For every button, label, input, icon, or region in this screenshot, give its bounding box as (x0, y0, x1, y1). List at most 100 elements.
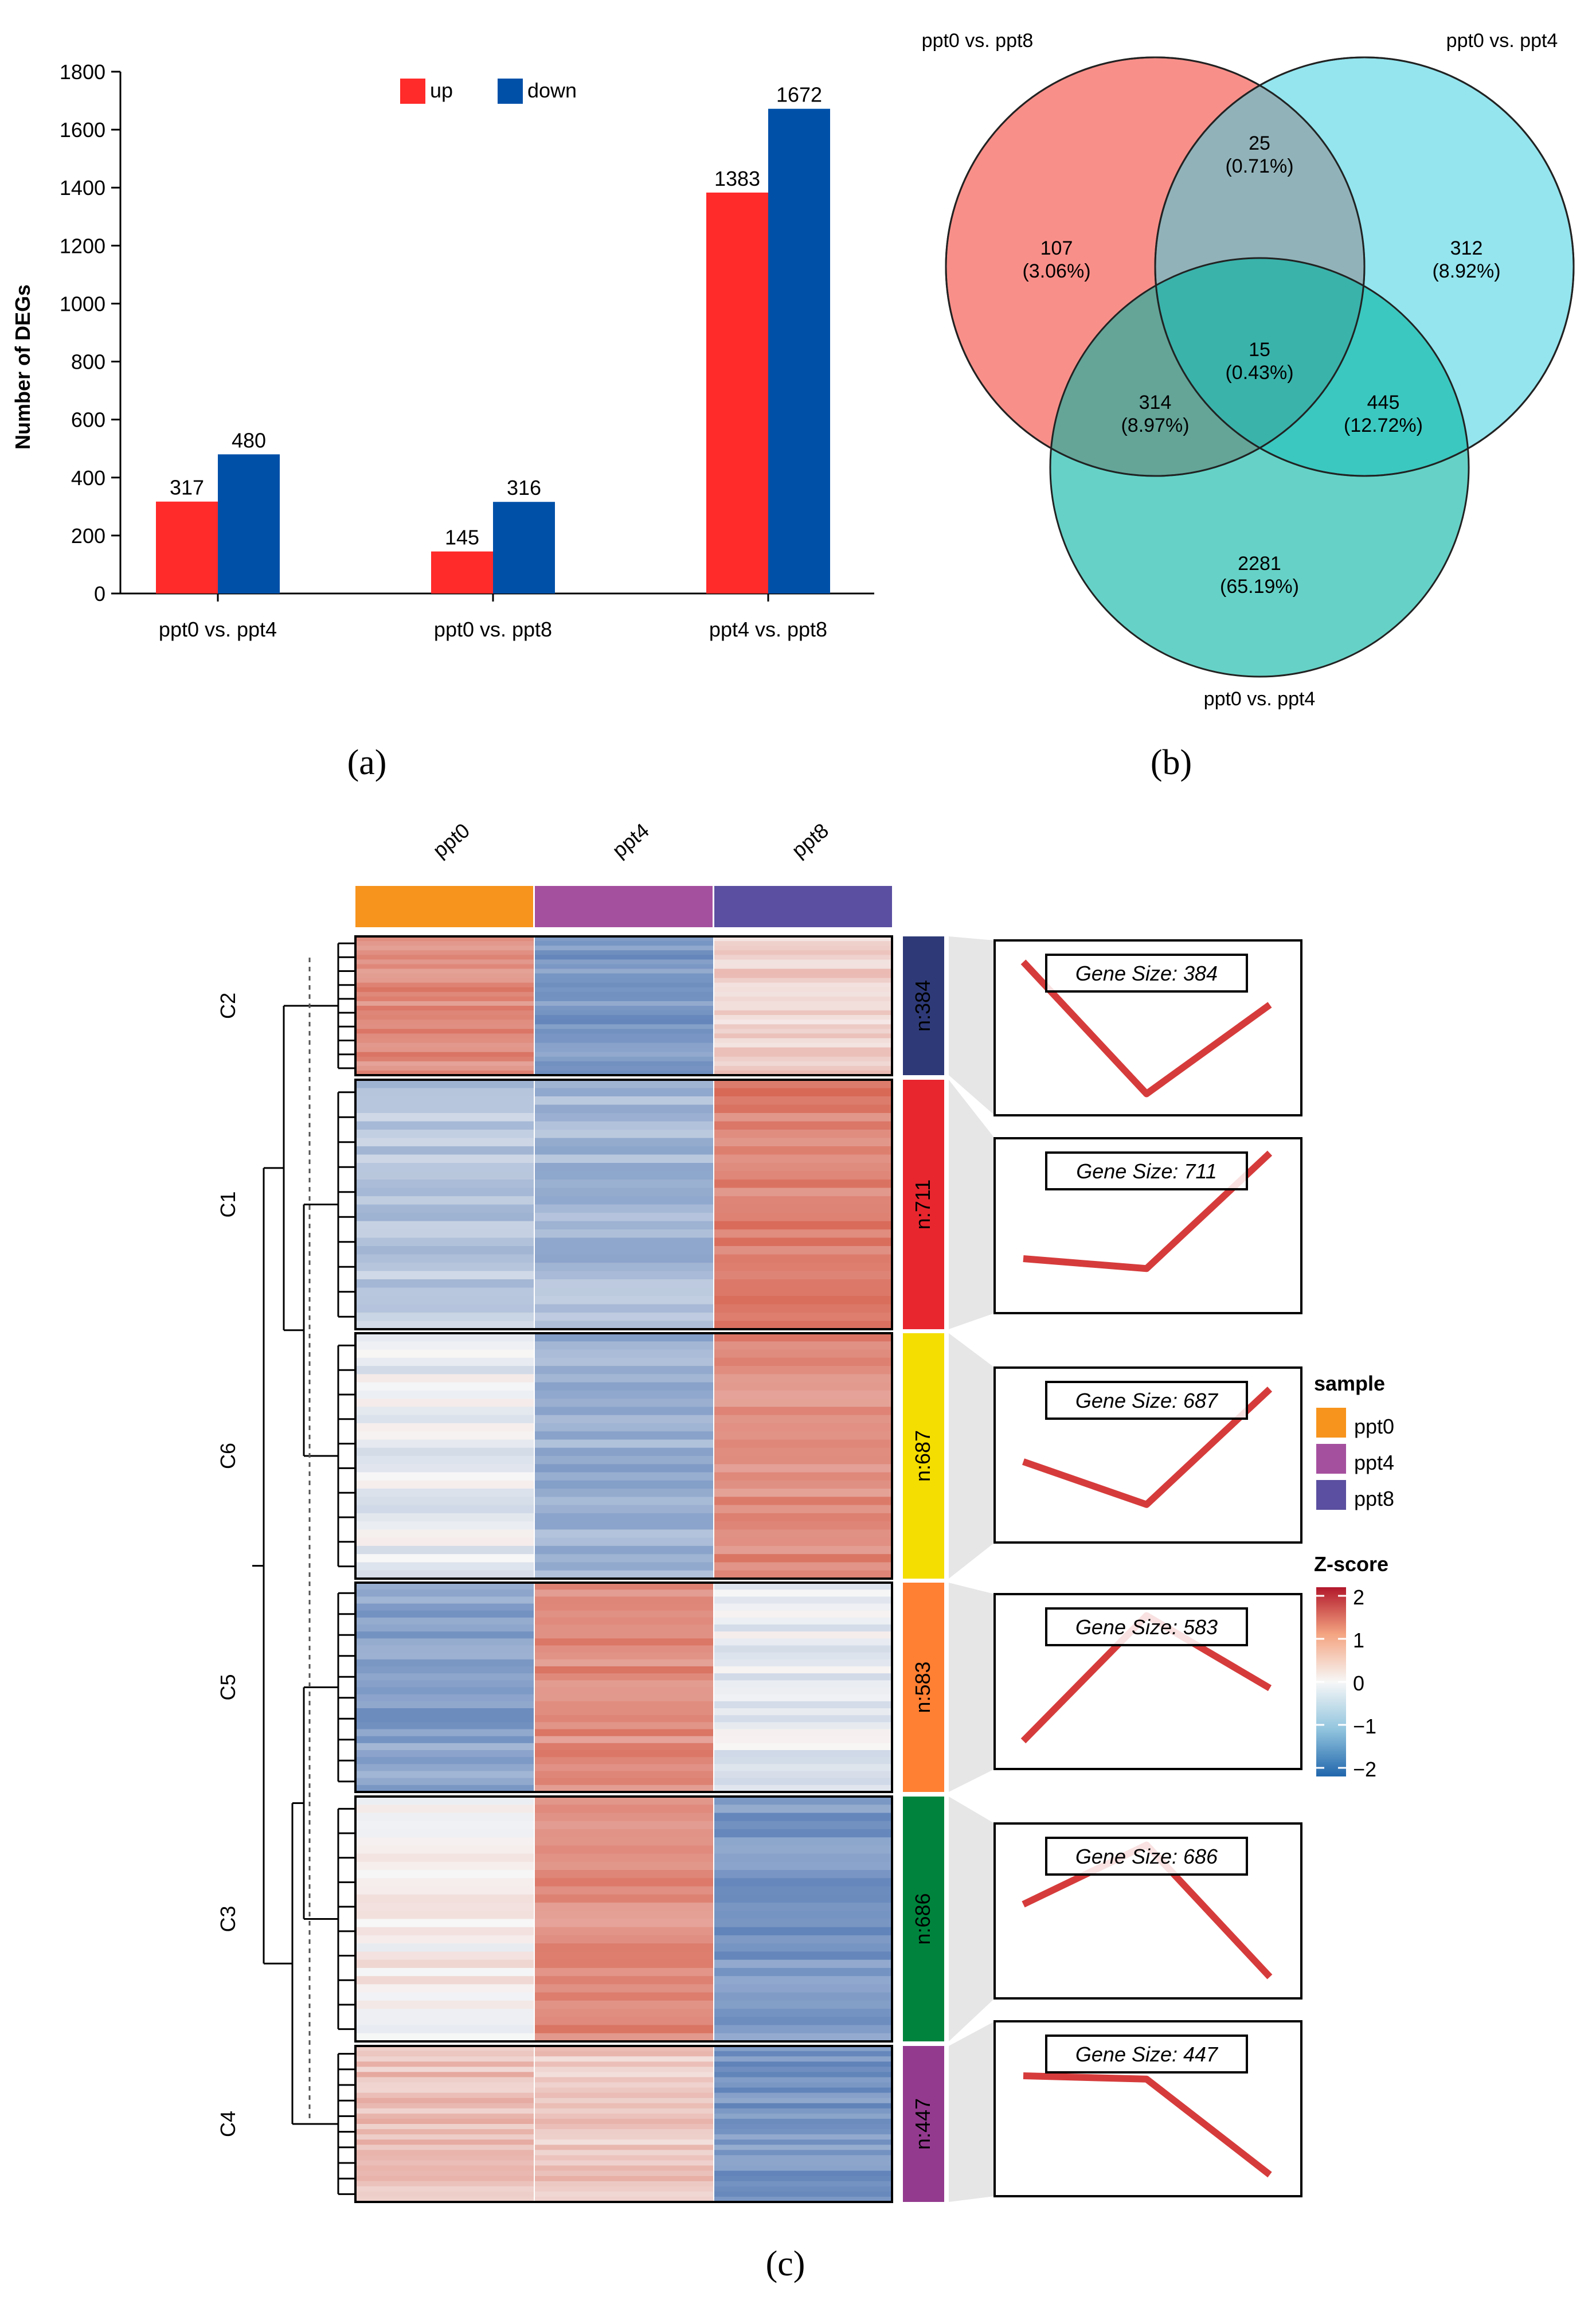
y-tick-label: 600 (71, 408, 105, 432)
heatmap-cell (535, 941, 713, 947)
heatmap-cell (355, 1333, 534, 1342)
heatmap-cell (714, 1701, 893, 1709)
bar-down (493, 502, 555, 593)
gene-size-box (1045, 1607, 1248, 1646)
heatmap-cell (714, 987, 893, 993)
heatmap-cell (355, 987, 534, 993)
heatmap-cell (355, 2009, 534, 2018)
heatmap-cell (355, 2092, 534, 2099)
zscore-ticks: 2 1 0 −1 −2 (1316, 1586, 1376, 1781)
heatmap-cell (714, 1645, 893, 1653)
heatmap-cell (714, 1554, 893, 1563)
cluster-C4: C4 n:447 Gene Size: 447 (216, 2020, 1302, 2203)
heatmap-cell (535, 2191, 713, 2197)
legend-up-swatch (400, 79, 425, 104)
heatmap-cell (535, 1121, 713, 1130)
heatmap-cell (535, 1959, 713, 1969)
venn-outline-a (945, 56, 1366, 477)
heatmap-cell (355, 1287, 534, 1297)
heatmap-cell (355, 1399, 534, 1408)
heatmap-cell (535, 2155, 713, 2161)
heatmap-cell (355, 946, 534, 951)
heatmap-cell (535, 969, 713, 974)
heatmap-cell (535, 1489, 713, 1498)
zscore-tick-label: −2 (1353, 1758, 1376, 1781)
heatmap-cell (355, 1263, 534, 1272)
heatmap-cell (714, 2139, 893, 2146)
legend-label-ppt0: ppt0 (1354, 1415, 1394, 1438)
heatmap-cell (355, 1701, 534, 1709)
heatmap-cell (535, 1743, 713, 1751)
heatmap-cell (355, 1080, 534, 1089)
heatmap-cell (714, 1321, 893, 1330)
heatmap-cell (714, 1625, 893, 1633)
heatmap-cell (355, 1065, 534, 1071)
gene-size-box (1045, 1151, 1248, 1190)
heatmap-cell (355, 1610, 534, 1618)
heatmap-cell (714, 1984, 893, 1993)
heatmap-cell (535, 1554, 713, 1563)
heatmap-cell (355, 1886, 534, 1895)
heatmap-cell (355, 1390, 534, 1400)
heatmap-cell (714, 2176, 893, 2182)
heatmap-cell (714, 1631, 893, 1639)
heatmap-cell (714, 2186, 893, 2192)
heatmap-cell (355, 2017, 534, 2026)
heatmap-cell (714, 1042, 893, 1048)
heatmap-cell (355, 1415, 534, 1424)
heatmap-cell (714, 1583, 893, 1591)
heatmap-cell (535, 1805, 713, 1814)
heatmap-cell (355, 1138, 534, 1147)
heatmap-cell (355, 1180, 534, 1189)
heatmap-cell (535, 982, 713, 988)
heatmap-cell (535, 2108, 713, 2114)
heatmap-cell (535, 1603, 713, 1611)
heatmap-cell (535, 1006, 713, 1012)
sample-legend-title: sample (1314, 1372, 1385, 1395)
heatmap-cell (535, 1196, 713, 1205)
heatmap-cell (535, 1390, 713, 1400)
heatmap-cell (355, 1513, 534, 1522)
heatmap-cell (355, 1171, 534, 1180)
venn-set-label-b: ppt0 vs. ppt4 (1446, 30, 1558, 52)
heatmap-cell (535, 1878, 713, 1887)
cluster-n-label: n:686 (911, 1893, 934, 1944)
heatmap-cell (714, 1603, 893, 1611)
heatmap-cell (714, 1104, 893, 1114)
cluster-n-label: n:711 (911, 1180, 934, 1229)
heatmap-cell (355, 1146, 534, 1155)
annotation-ppt0 (355, 886, 533, 927)
heatmap-cell (355, 1708, 534, 1716)
venn-region-percent: (8.97%) (1121, 415, 1189, 436)
heatmap-cell (714, 2196, 893, 2203)
heatmap-cell (355, 1805, 534, 1814)
heatmap-cell (535, 1666, 713, 1674)
heatmap-cell (714, 1951, 893, 1961)
heatmap-cell (535, 1736, 713, 1744)
cluster-border (354, 1079, 893, 1330)
heatmap-cell (355, 982, 534, 988)
heatmap-cell (535, 1052, 713, 1057)
heatmap-cell (355, 1596, 534, 1604)
venn-region-count: 15 (1249, 339, 1270, 361)
heatmap-cell (535, 2061, 713, 2068)
heatmap-cell (535, 1505, 713, 1514)
heatmap-cell (535, 1673, 713, 1681)
x-tick-label: ppt0 vs. ppt8 (434, 618, 552, 641)
heatmap-cell (355, 2181, 534, 2187)
heatmap-cell (714, 1439, 893, 1448)
heatmap-cell (714, 2046, 893, 2052)
heatmap-cell (714, 1472, 893, 1481)
heatmap-cell (355, 1797, 534, 1806)
heatmap-cell (535, 1596, 713, 1604)
heatmap-cell (355, 1374, 534, 1383)
heatmap-cell (714, 1010, 893, 1016)
heatmap-cell (714, 1313, 893, 1322)
heatmap-cell (535, 1722, 713, 1730)
heatmap-cell (535, 1056, 713, 1062)
heatmap-cell (535, 2124, 713, 2130)
heatmap-cell (535, 1080, 713, 1089)
venn-region-percent: (3.06%) (1022, 260, 1090, 282)
heatmap-cell (355, 1659, 534, 1667)
heatmap-cell (714, 1992, 893, 2001)
